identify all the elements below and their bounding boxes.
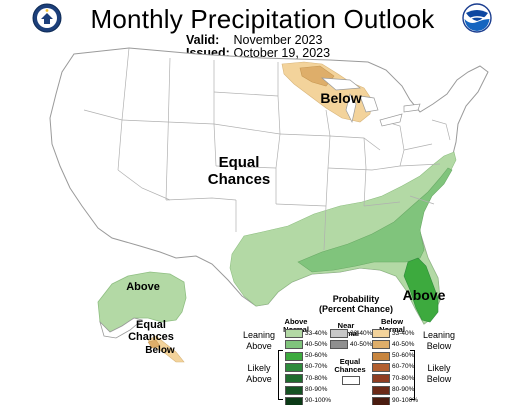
legend-swatch-above-6 <box>285 385 303 395</box>
noaa-logo <box>462 3 492 33</box>
legend-swatch-below-4 <box>372 362 390 372</box>
legend-col-below-line2: Normal <box>379 325 405 334</box>
legend-swatch-label-below-4: 60-70% <box>392 363 415 371</box>
legend-swatch-label-above-2: 40-50% <box>305 340 328 348</box>
legend-col-below: Below Normal <box>372 318 412 334</box>
likely-below-bracket <box>410 350 415 400</box>
legend-swatch-label-below-6: 80-90% <box>392 386 415 393</box>
legend-equal-line2: Chances <box>334 365 366 374</box>
legend-col-above-line1: Above <box>284 317 308 326</box>
map-title: Monthly Precipitation Outlook <box>90 4 435 34</box>
ec-alaska-label-line1: Equal <box>136 319 166 331</box>
above-alaska-label: Above <box>126 281 160 293</box>
ec-alaska-label: Equal Chances <box>124 319 178 343</box>
below-alaska-label: Below <box>145 345 175 356</box>
doc-seal-logo <box>32 3 62 33</box>
leaning-below-label: Leaning Below <box>416 330 462 352</box>
legend-title-line2: (Percent Chance) <box>318 304 394 314</box>
above-50-60-region <box>403 257 439 323</box>
likely-above-line2: Above <box>246 374 272 384</box>
legend-col-below-line1: Below <box>380 317 404 326</box>
leaning-above-label: Leaning Above <box>236 330 282 352</box>
legend-title-line1: Probability <box>332 294 380 304</box>
legend-swatch-near-1 <box>330 329 348 338</box>
legend-swatch-below-1 <box>372 329 390 338</box>
legend-swatch-label-near-1: 33-40% <box>350 329 373 337</box>
legend-swatch-label-below-2: 40-50% <box>392 340 415 348</box>
likely-above-bracket <box>278 350 283 400</box>
above-40-50-region <box>297 167 453 273</box>
likely-below-line2: Below <box>426 374 452 384</box>
legend-swatch-label-above-3: 50-60% <box>305 352 328 360</box>
legend-swatch-below-7 <box>372 396 390 405</box>
leaning-below-line1: Leaning <box>422 330 456 340</box>
leaning-below-line2: Below <box>426 341 452 351</box>
legend-swatch-label-above-1: 33-40% <box>305 329 328 337</box>
legend-swatch-above-1 <box>285 329 303 338</box>
great-lakes <box>320 77 421 127</box>
valid-row: Valid: November 2023 <box>186 33 322 47</box>
legend-equal-swatch <box>342 376 360 385</box>
ec-conus-label-line1: Equal <box>218 154 260 171</box>
likely-above-label: Likely Above <box>236 363 282 385</box>
legend-swatch-above-2 <box>285 340 303 350</box>
alaska-ec-area <box>99 317 143 339</box>
legend-title: Probability (Percent Chance) <box>300 294 412 314</box>
legend-swatch-label-below-1: 33-40% <box>392 329 415 337</box>
legend-equal-line1: Equal <box>339 357 361 366</box>
valid-label: Valid: <box>186 33 220 47</box>
legend-swatch-label-above-5: 70-80% <box>305 374 328 382</box>
below-great-lakes-label: Below <box>320 90 362 106</box>
likely-above-line1: Likely <box>247 363 271 373</box>
legend-swatch-above-4 <box>285 362 303 372</box>
legend-swatch-below-5 <box>372 374 390 384</box>
legend-swatch-below-6 <box>372 385 390 395</box>
legend-swatch-label-above-4: 60-70% <box>305 363 328 371</box>
legend-swatch-above-7 <box>285 396 303 405</box>
legend-equal-label: Equal Chances <box>331 358 369 374</box>
leaning-above-line1: Leaning <box>242 330 276 340</box>
state-lines <box>83 47 451 251</box>
legend-swatch-label-near-2: 40-50% <box>350 340 373 348</box>
legend-swatch-near-2 <box>330 340 348 350</box>
ec-alaska-label-line2: Chances <box>128 331 174 343</box>
above-33-40-region <box>229 151 457 325</box>
issued-value: October 19, 2023 <box>233 46 331 60</box>
legend-swatch-below-2 <box>372 340 390 350</box>
valid-value: November 2023 <box>233 33 323 47</box>
alaska-panhandle-below-40-50 <box>147 339 161 349</box>
legend-swatch-label-above-7: 90-100% <box>305 397 332 405</box>
ec-conus-label: Equal Chances <box>206 154 272 188</box>
likely-below-label: Likely Below <box>416 363 462 385</box>
above-florida-label: Above <box>402 287 446 303</box>
legend-swatch-above-5 <box>285 374 303 384</box>
ec-conus-label-line2: Chances <box>207 171 271 188</box>
legend-swatch-label-below-3: 50-60% <box>392 352 415 360</box>
legend-col-near-line1: Near <box>337 321 355 330</box>
legend-swatch-label-above-6: 80-90% <box>305 386 328 393</box>
leaning-above-line2: Above <box>246 341 272 351</box>
legend-swatch-label-below-5: 70-80% <box>392 374 415 382</box>
likely-below-line1: Likely <box>427 363 451 373</box>
legend-swatch-below-3 <box>372 351 390 361</box>
legend-swatch-label-below-7: 90-100% <box>392 397 419 405</box>
legend-swatch-above-3 <box>285 351 303 361</box>
